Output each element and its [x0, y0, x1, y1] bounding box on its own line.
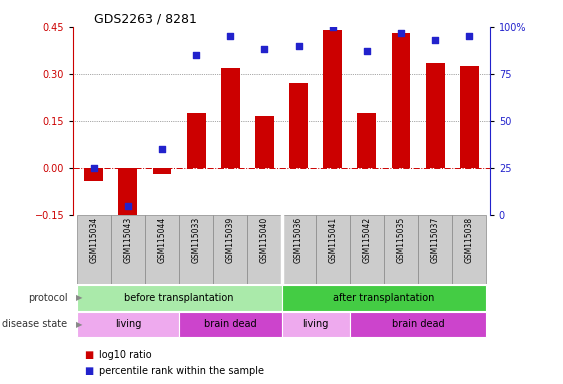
- Bar: [392, 33, 410, 168]
- FancyBboxPatch shape: [418, 215, 452, 284]
- Bar: [460, 66, 479, 168]
- Text: GSM115041: GSM115041: [328, 217, 337, 263]
- FancyBboxPatch shape: [77, 215, 111, 284]
- Point: [294, 43, 303, 49]
- Bar: [118, 168, 137, 217]
- Text: brain dead: brain dead: [392, 319, 444, 329]
- Point: [396, 30, 405, 36]
- Point: [328, 24, 337, 30]
- Bar: [323, 30, 342, 168]
- Point: [123, 203, 132, 209]
- Text: brain dead: brain dead: [204, 319, 257, 329]
- FancyBboxPatch shape: [384, 215, 418, 284]
- Text: after transplantation: after transplantation: [333, 293, 435, 303]
- Text: ▶: ▶: [76, 320, 83, 329]
- Point: [260, 46, 269, 53]
- Text: GSM115033: GSM115033: [191, 217, 200, 263]
- FancyBboxPatch shape: [179, 311, 282, 338]
- Bar: [358, 113, 376, 168]
- FancyBboxPatch shape: [282, 285, 486, 311]
- Bar: [153, 168, 171, 174]
- Bar: [255, 116, 274, 168]
- FancyBboxPatch shape: [452, 215, 486, 284]
- Text: percentile rank within the sample: percentile rank within the sample: [99, 366, 263, 376]
- FancyBboxPatch shape: [179, 215, 213, 284]
- Text: GSM115035: GSM115035: [396, 217, 405, 263]
- Text: GSM115036: GSM115036: [294, 217, 303, 263]
- Text: living: living: [302, 319, 329, 329]
- Text: GSM115034: GSM115034: [89, 217, 98, 263]
- Text: before transplantation: before transplantation: [124, 293, 234, 303]
- Text: ■: ■: [84, 366, 93, 376]
- Bar: [84, 168, 103, 180]
- Bar: [187, 113, 205, 168]
- Text: GSM115037: GSM115037: [431, 217, 440, 263]
- FancyBboxPatch shape: [350, 311, 486, 338]
- Text: log10 ratio: log10 ratio: [99, 350, 151, 360]
- Bar: [426, 63, 445, 168]
- Point: [89, 165, 98, 171]
- Text: ■: ■: [84, 350, 93, 360]
- Text: GSM115044: GSM115044: [158, 217, 167, 263]
- Bar: [221, 68, 240, 168]
- Text: GSM115040: GSM115040: [260, 217, 269, 263]
- Point: [465, 33, 474, 40]
- Bar: [289, 83, 308, 168]
- Text: protocol: protocol: [28, 293, 68, 303]
- Text: GSM115043: GSM115043: [123, 217, 132, 263]
- Text: GSM115038: GSM115038: [465, 217, 474, 263]
- FancyBboxPatch shape: [247, 215, 282, 284]
- Text: disease state: disease state: [2, 319, 68, 329]
- FancyBboxPatch shape: [145, 215, 179, 284]
- Point: [226, 33, 235, 40]
- Point: [191, 52, 200, 58]
- Point: [431, 37, 440, 43]
- Text: GSM115039: GSM115039: [226, 217, 235, 263]
- FancyBboxPatch shape: [282, 215, 316, 284]
- FancyBboxPatch shape: [282, 311, 350, 338]
- Text: ▶: ▶: [76, 293, 83, 302]
- FancyBboxPatch shape: [350, 215, 384, 284]
- Point: [363, 48, 372, 55]
- FancyBboxPatch shape: [77, 285, 282, 311]
- Text: GDS2263 / 8281: GDS2263 / 8281: [94, 13, 197, 26]
- Point: [158, 146, 167, 152]
- Text: living: living: [115, 319, 141, 329]
- FancyBboxPatch shape: [77, 311, 179, 338]
- Text: GSM115042: GSM115042: [363, 217, 372, 263]
- FancyBboxPatch shape: [316, 215, 350, 284]
- FancyBboxPatch shape: [213, 215, 247, 284]
- FancyBboxPatch shape: [111, 215, 145, 284]
